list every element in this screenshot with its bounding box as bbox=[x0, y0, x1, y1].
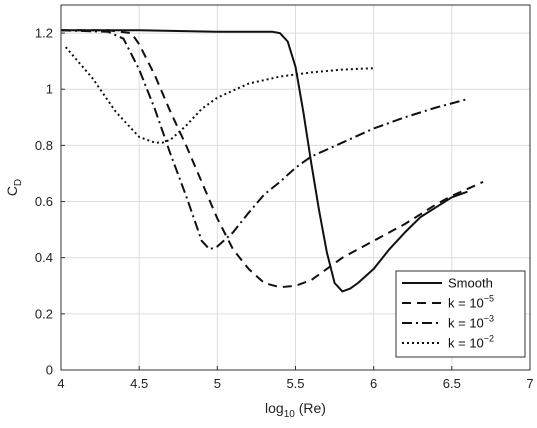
y-tick-label: 0.2 bbox=[35, 306, 53, 321]
y-tick-label: 1 bbox=[46, 82, 53, 97]
x-axis-label: log10 (Re) bbox=[265, 400, 326, 420]
axis-ticks: 4 4.5 5 5.5 6 6.5 7 0 0.2 0.4 0.6 0.8 1 1.2 bbox=[35, 26, 534, 391]
legend-label-1: Smooth bbox=[448, 276, 493, 291]
y-tick-label: 1.2 bbox=[35, 26, 53, 41]
y-axis-label-subscript: D bbox=[13, 179, 24, 186]
x-tick-label: 6 bbox=[370, 376, 377, 391]
x-axis-label-subscript: 10 bbox=[284, 409, 296, 420]
x-axis-label-base: log bbox=[265, 400, 284, 416]
x-tick-label: 5.5 bbox=[286, 376, 304, 391]
legend-label-exponent: −3 bbox=[484, 314, 494, 324]
x-tick-label: 7 bbox=[526, 376, 533, 391]
series-line-2 bbox=[61, 29, 484, 289]
series-line-3 bbox=[60, 29, 468, 251]
legend-label-3: k = 10−3 bbox=[448, 314, 494, 331]
y-axis-label: CD bbox=[4, 179, 24, 196]
series-layer bbox=[60, 29, 484, 293]
legend-label-exponent: −5 bbox=[484, 294, 494, 304]
y-tick-label: 0.6 bbox=[35, 194, 53, 209]
x-axis-label-rest: (Re) bbox=[295, 400, 326, 416]
y-tick-label: 0 bbox=[46, 363, 53, 378]
y-axis-label-main: C bbox=[4, 186, 20, 196]
y-tick-label: 0.4 bbox=[35, 250, 53, 265]
x-tick-label: 4 bbox=[57, 376, 64, 391]
legend-label-base: k = 10 bbox=[448, 316, 484, 331]
legend-label-base: Smooth bbox=[448, 276, 493, 291]
series-line-1 bbox=[61, 29, 468, 293]
x-tick-label: 6.5 bbox=[443, 376, 461, 391]
y-tick-label: 0.8 bbox=[35, 138, 53, 153]
series-line-4 bbox=[64, 46, 374, 144]
x-tick-label: 4.5 bbox=[130, 376, 148, 391]
legend-label-exponent: −2 bbox=[484, 334, 494, 344]
legend-label-base: k = 10 bbox=[448, 336, 484, 351]
legend-label-base: k = 10 bbox=[448, 296, 484, 311]
x-tick-label: 5 bbox=[214, 376, 221, 391]
legend-label-2: k = 10−5 bbox=[448, 294, 494, 311]
legend-label-4: k = 10−2 bbox=[448, 334, 494, 351]
